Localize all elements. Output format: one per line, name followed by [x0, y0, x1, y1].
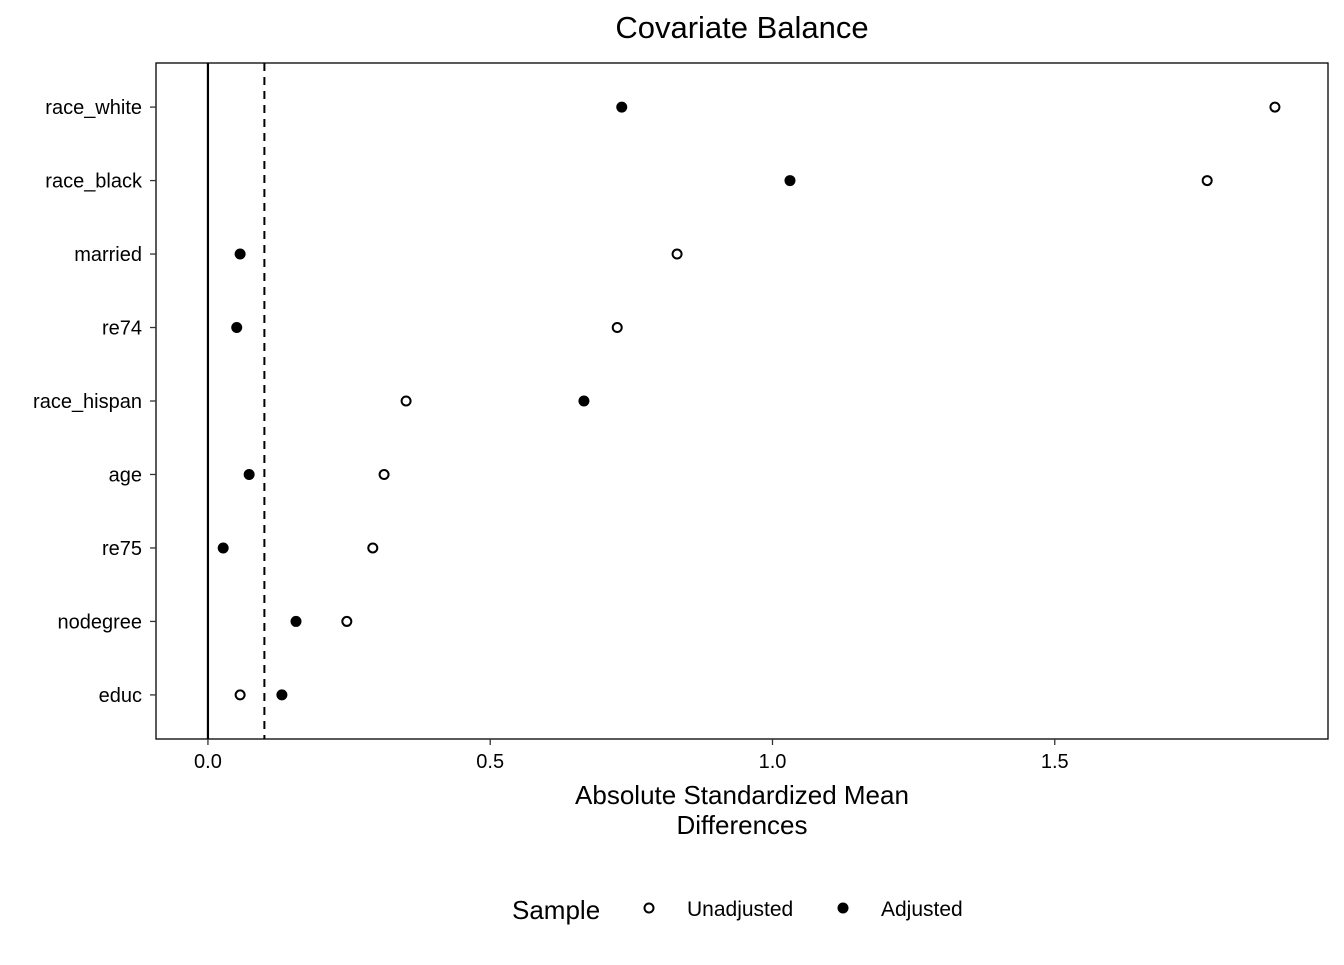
- y-tick-label: educ: [99, 685, 142, 707]
- legend-unadjusted-marker: [643, 902, 655, 914]
- y-tick-label: nodegree: [57, 611, 142, 633]
- point-adjusted-nodegree: [290, 615, 302, 627]
- point-unadjusted-educ: [234, 689, 246, 701]
- y-tick-label: married: [74, 244, 142, 266]
- point-adjusted-race_white: [616, 101, 628, 113]
- point-adjusted-race_hispan: [578, 395, 590, 407]
- x-tick-label: 1.0: [759, 751, 787, 773]
- y-tick-label: race_hispan: [33, 391, 142, 413]
- plot-panel: [155, 62, 1329, 740]
- point-unadjusted-race_black: [1201, 175, 1213, 187]
- y-tick-label: race_white: [45, 97, 142, 119]
- chart-title: Covariate Balance: [615, 10, 868, 45]
- point-unadjusted-nodegree: [341, 615, 353, 627]
- x-axis-label-line2: Differences: [676, 810, 807, 840]
- y-tick-label: re75: [102, 538, 142, 560]
- x-tick-label: 0.5: [476, 751, 504, 773]
- point-unadjusted-re74: [611, 322, 623, 334]
- point-adjusted-educ: [276, 689, 288, 701]
- point-unadjusted-age: [378, 468, 390, 480]
- point-adjusted-race_black: [784, 175, 796, 187]
- legend-title: Sample: [512, 895, 600, 925]
- legend-adjusted-label: Adjusted: [881, 898, 963, 921]
- point-unadjusted-re75: [367, 542, 379, 554]
- legend-adjusted-marker: [837, 902, 849, 914]
- x-axis-label-line1: Absolute Standardized Mean: [575, 780, 909, 810]
- point-adjusted-re75: [217, 542, 229, 554]
- legend: Sample Unadjusted Adjusted: [512, 895, 963, 925]
- x-tick-label: 0.0: [194, 751, 222, 773]
- legend-unadjusted-label: Unadjusted: [687, 898, 793, 921]
- point-unadjusted-married: [671, 248, 683, 260]
- point-adjusted-age: [243, 468, 255, 480]
- point-unadjusted-race_hispan: [400, 395, 412, 407]
- y-tick-label: re74: [102, 318, 142, 340]
- y-tick-label: race_black: [45, 171, 143, 193]
- x-tick-label: 1.5: [1041, 751, 1069, 773]
- point-adjusted-married: [234, 248, 246, 260]
- point-unadjusted-race_white: [1269, 101, 1281, 113]
- y-tick-label: age: [109, 464, 142, 486]
- point-adjusted-re74: [231, 322, 243, 334]
